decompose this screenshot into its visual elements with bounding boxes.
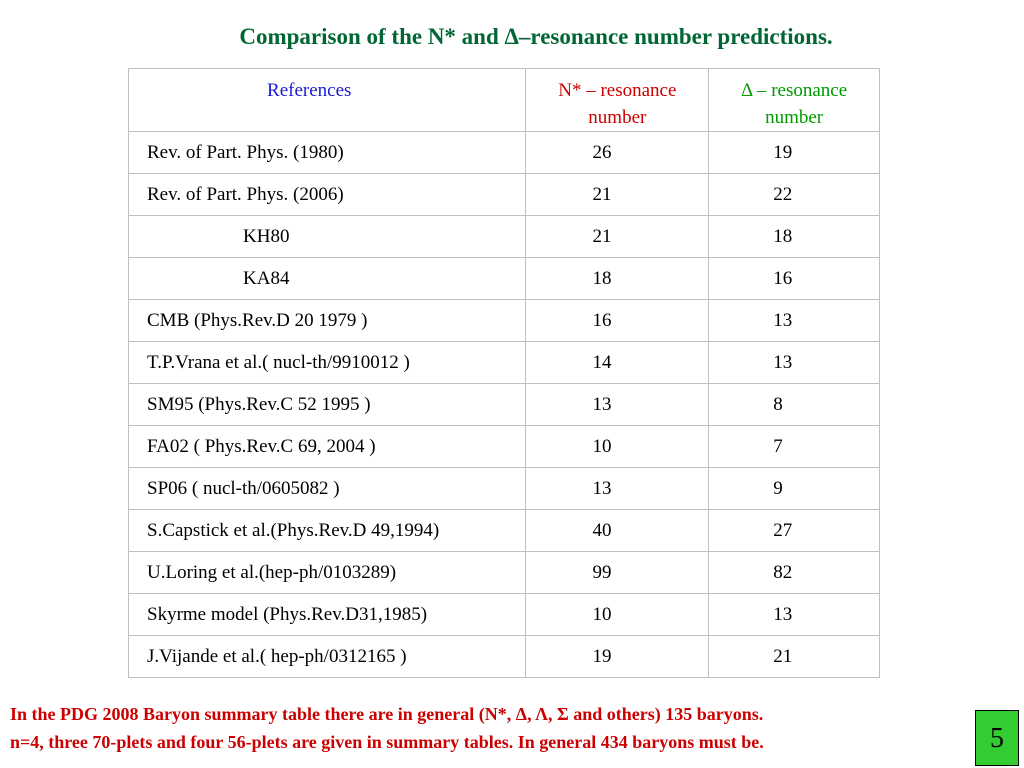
row-n-count: 99 <box>525 551 710 594</box>
row-reference: Rev. of Part. Phys. (1980) <box>127 131 527 174</box>
row-n-count: 18 <box>525 257 710 300</box>
table-row: Skyrme model (Phys.Rev.D31,1985) 10 13 <box>127 593 880 636</box>
row-reference: KH80 <box>127 215 527 258</box>
slide-title: Comparison of the N* and Δ–resonance num… <box>239 24 833 49</box>
row-delta-count: 21 <box>708 635 880 678</box>
table-row: KA84 18 16 <box>127 257 880 300</box>
header-n-line1: N* – resonance <box>558 80 677 101</box>
footer-note: In the PDG 2008 Baryon summary table the… <box>10 700 970 756</box>
header-n-line2: number <box>588 107 647 128</box>
row-delta-count: 8 <box>708 383 880 426</box>
row-reference: T.P.Vrana et al.( nucl-th/9910012 ) <box>127 341 527 384</box>
table-row: Rev. of Part. Phys. (1980) 26 19 <box>127 131 880 174</box>
row-delta-count: 7 <box>708 425 880 468</box>
row-delta-count: 13 <box>708 299 880 342</box>
row-n-count: 26 <box>525 131 710 174</box>
row-delta-count: 16 <box>708 257 880 300</box>
resonance-comparison-table: References N* – resonance number Δ – res… <box>127 68 880 678</box>
table-row: SM95 (Phys.Rev.C 52 1995 ) 13 8 <box>127 383 880 426</box>
row-n-count: 21 <box>525 215 710 258</box>
row-reference: FA02 ( Phys.Rev.C 69, 2004 ) <box>127 425 527 468</box>
header-references: References <box>127 68 527 132</box>
row-delta-count: 13 <box>708 341 880 384</box>
row-reference: U.Loring et al.(hep-ph/0103289) <box>127 551 527 594</box>
header-d-line1: Δ – resonance <box>741 80 848 101</box>
table-row: KH80 21 18 <box>127 215 880 258</box>
header-n-resonance: N* – resonance number <box>525 68 710 132</box>
header-d-line2: number <box>765 107 824 128</box>
row-delta-count: 82 <box>708 551 880 594</box>
header-delta-resonance: Δ – resonance number <box>708 68 880 132</box>
row-reference: Rev. of Part. Phys. (2006) <box>127 173 527 216</box>
row-delta-count: 19 <box>708 131 880 174</box>
row-n-count: 10 <box>525 425 710 468</box>
table-row: J.Vijande et al.( hep-ph/0312165 ) 19 21 <box>127 635 880 678</box>
page-number-box: 5 <box>975 710 1019 766</box>
row-reference: KA84 <box>127 257 527 300</box>
row-reference: SM95 (Phys.Rev.C 52 1995 ) <box>127 383 527 426</box>
row-n-count: 21 <box>525 173 710 216</box>
row-reference: Skyrme model (Phys.Rev.D31,1985) <box>127 593 527 636</box>
table-row: S.Capstick et al.(Phys.Rev.D 49,1994) 40… <box>127 509 880 552</box>
row-n-count: 40 <box>525 509 710 552</box>
table-row: T.P.Vrana et al.( nucl-th/9910012 ) 14 1… <box>127 341 880 384</box>
row-delta-count: 22 <box>708 173 880 216</box>
row-delta-count: 13 <box>708 593 880 636</box>
table-row: Rev. of Part. Phys. (2006) 21 22 <box>127 173 880 216</box>
table-row: CMB (Phys.Rev.D 20 1979 ) 16 13 <box>127 299 880 342</box>
row-reference: SP06 ( nucl-th/0605082 ) <box>127 467 527 510</box>
row-n-count: 16 <box>525 299 710 342</box>
footer-line-2: n=4, three 70-plets and four 56-plets ar… <box>10 732 764 752</box>
row-reference: J.Vijande et al.( hep-ph/0312165 ) <box>127 635 527 678</box>
row-delta-count: 18 <box>708 215 880 258</box>
row-n-count: 19 <box>525 635 710 678</box>
row-delta-count: 9 <box>708 467 880 510</box>
row-n-count: 14 <box>525 341 710 384</box>
table-row: SP06 ( nucl-th/0605082 ) 13 9 <box>127 467 880 510</box>
table-row: FA02 ( Phys.Rev.C 69, 2004 ) 10 7 <box>127 425 880 468</box>
row-delta-count: 27 <box>708 509 880 552</box>
row-n-count: 13 <box>525 467 710 510</box>
row-reference: CMB (Phys.Rev.D 20 1979 ) <box>127 299 527 342</box>
row-n-count: 10 <box>525 593 710 636</box>
table-row: U.Loring et al.(hep-ph/0103289) 99 82 <box>127 551 880 594</box>
table-header-row: References N* – resonance number Δ – res… <box>127 68 880 132</box>
row-reference: S.Capstick et al.(Phys.Rev.D 49,1994) <box>127 509 527 552</box>
footer-line-1: In the PDG 2008 Baryon summary table the… <box>10 704 764 724</box>
row-n-count: 13 <box>525 383 710 426</box>
